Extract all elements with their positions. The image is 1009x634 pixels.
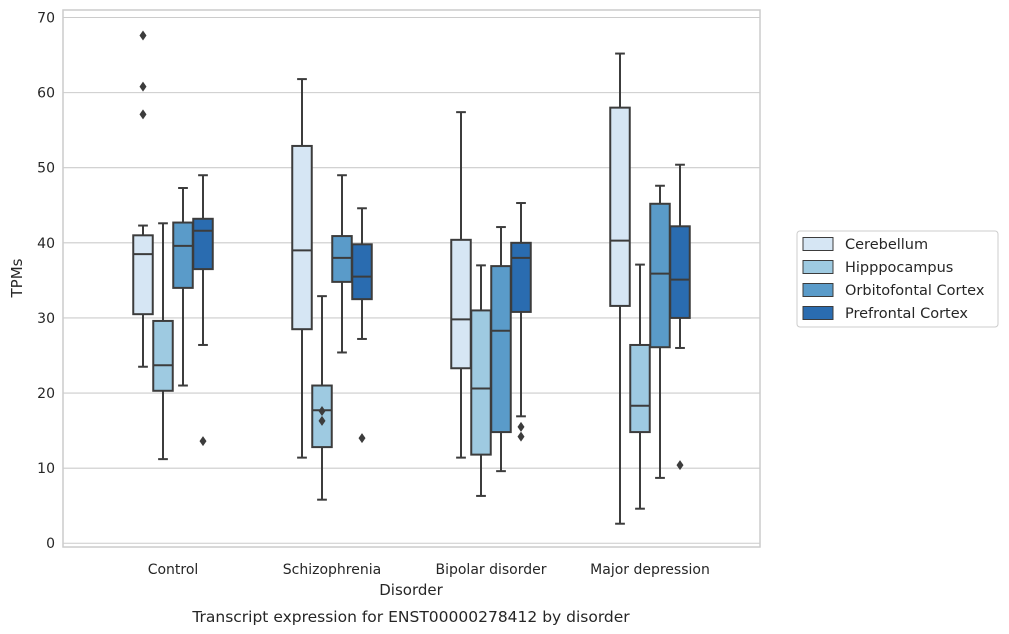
- outlier-1: [139, 81, 147, 92]
- legend-swatch-3: [802, 306, 834, 320]
- outlier-0: [318, 415, 326, 426]
- box-3-3: [669, 163, 691, 471]
- box-3-1: [351, 207, 373, 444]
- outlier-2: [139, 30, 147, 41]
- box-0-2: [450, 111, 472, 459]
- box-iqr: [152, 319, 174, 392]
- legend-label-0: Cerebellum: [845, 237, 928, 253]
- box-iqr: [331, 235, 353, 283]
- box-2-0: [172, 186, 194, 387]
- box-iqr: [609, 106, 631, 307]
- box-1-0: [152, 222, 174, 461]
- box-1-3: [629, 263, 651, 510]
- y-tick-label-60: 60: [37, 86, 55, 102]
- box-0-3: [609, 52, 631, 525]
- box-iqr: [490, 265, 512, 434]
- box-iqr: [649, 202, 671, 349]
- outlier-0: [676, 460, 684, 471]
- box-iqr: [450, 238, 472, 370]
- box-iqr: [510, 241, 532, 313]
- x-tick-label-0: Control: [148, 562, 199, 578]
- y-tick-label-10: 10: [37, 461, 55, 477]
- legend-label-2: Orbitofontal Cortex: [845, 283, 985, 299]
- x-tick-label-3: Major depression: [590, 562, 710, 578]
- x-axis-label: Disorder: [379, 581, 443, 599]
- boxes-layer: [132, 30, 691, 525]
- box-iqr: [629, 343, 651, 434]
- outlier-0: [139, 109, 147, 120]
- x-tick-label-2: Bipolar disorder: [435, 562, 546, 578]
- y-tick-label-0: 0: [46, 536, 55, 552]
- y-tick-label-50: 50: [37, 161, 55, 177]
- y-tick-labels: 0 10 20 30 40 50 60 70: [37, 11, 55, 553]
- outlier-0: [199, 436, 207, 447]
- y-tick-label-30: 30: [37, 311, 55, 327]
- y-axis-label: TPMs: [8, 258, 26, 298]
- y-tick-label-20: 20: [37, 386, 55, 402]
- box-iqr: [669, 225, 691, 319]
- box-iqr: [192, 217, 214, 271]
- y-tick-label-70: 70: [37, 11, 55, 27]
- legend-label-3: Prefrontal Cortex: [845, 306, 968, 322]
- y-tick-label-40: 40: [37, 236, 55, 252]
- legend-frame: [796, 230, 999, 328]
- outlier-0: [358, 433, 366, 444]
- box-iqr: [172, 221, 194, 289]
- box-0-1: [291, 78, 313, 459]
- legend-label-1: Hipppocampus: [845, 260, 953, 276]
- box-1-2: [470, 264, 492, 497]
- chart-caption: Transcript expression for ENST0000027841…: [191, 608, 630, 626]
- box-2-3: [649, 184, 671, 479]
- x-tick-label-1: Schizophrenia: [283, 562, 381, 578]
- legend-swatch-0: [802, 237, 834, 251]
- box-3-2: [510, 202, 532, 442]
- box-0-0: [132, 30, 154, 368]
- legend-swatch-1: [802, 260, 834, 274]
- box-iqr: [470, 309, 492, 456]
- box-iqr: [132, 234, 154, 316]
- outlier-0: [517, 431, 525, 442]
- box-3-0: [192, 174, 214, 447]
- box-iqr: [351, 243, 373, 301]
- outlier-1: [517, 421, 525, 432]
- plot-area-frame: [62, 9, 761, 548]
- box-2-1: [331, 174, 353, 354]
- box-1-1: [311, 295, 333, 501]
- box-iqr: [291, 144, 313, 331]
- x-tick-labels: Control Schizophrenia Bipolar disorder Majo…: [148, 562, 710, 578]
- legend: Cerebellum Hipppocampus Orbitofontal Corte…: [796, 230, 999, 328]
- box-2-2: [490, 226, 512, 473]
- outlier-1: [318, 406, 326, 417]
- legend-swatch-2: [802, 283, 834, 297]
